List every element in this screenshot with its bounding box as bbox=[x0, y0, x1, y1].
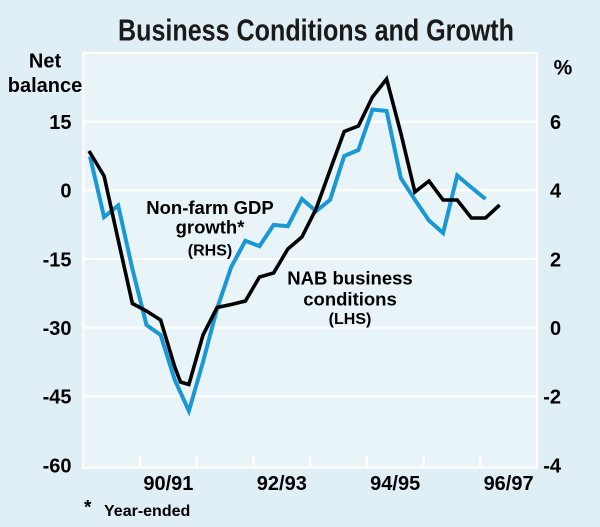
svg-text:%: % bbox=[554, 57, 573, 80]
svg-text:-60: -60 bbox=[43, 455, 72, 477]
svg-text:Net: Net bbox=[29, 51, 62, 73]
svg-text:90/91: 90/91 bbox=[143, 473, 193, 495]
svg-text:15: 15 bbox=[49, 112, 71, 134]
svg-text:conditions: conditions bbox=[303, 289, 397, 310]
svg-text:(RHS): (RHS) bbox=[188, 243, 232, 260]
svg-text:Year-ended: Year-ended bbox=[104, 503, 190, 520]
svg-text:94/95: 94/95 bbox=[370, 473, 420, 495]
svg-text:-2: -2 bbox=[543, 387, 561, 409]
svg-text:(LHS): (LHS) bbox=[329, 311, 372, 328]
svg-text:-30: -30 bbox=[43, 318, 72, 340]
svg-text:96/97: 96/97 bbox=[484, 473, 534, 495]
svg-text:growth*: growth* bbox=[176, 217, 246, 238]
svg-text:Business Conditions and Growth: Business Conditions and Growth bbox=[118, 14, 514, 48]
svg-text:-45: -45 bbox=[43, 387, 72, 409]
svg-text:0: 0 bbox=[60, 181, 71, 203]
svg-text:NAB business: NAB business bbox=[287, 268, 412, 289]
svg-text:*: * bbox=[84, 498, 92, 519]
svg-text:6: 6 bbox=[550, 112, 561, 134]
svg-text:Non-farm GDP: Non-farm GDP bbox=[146, 197, 273, 218]
svg-text:-15: -15 bbox=[43, 249, 72, 271]
svg-text:balance: balance bbox=[8, 75, 82, 97]
svg-text:92/93: 92/93 bbox=[257, 473, 307, 495]
svg-text:4: 4 bbox=[550, 181, 562, 203]
svg-text:-4: -4 bbox=[543, 455, 562, 477]
svg-text:2: 2 bbox=[550, 249, 561, 271]
svg-text:0: 0 bbox=[550, 318, 561, 340]
